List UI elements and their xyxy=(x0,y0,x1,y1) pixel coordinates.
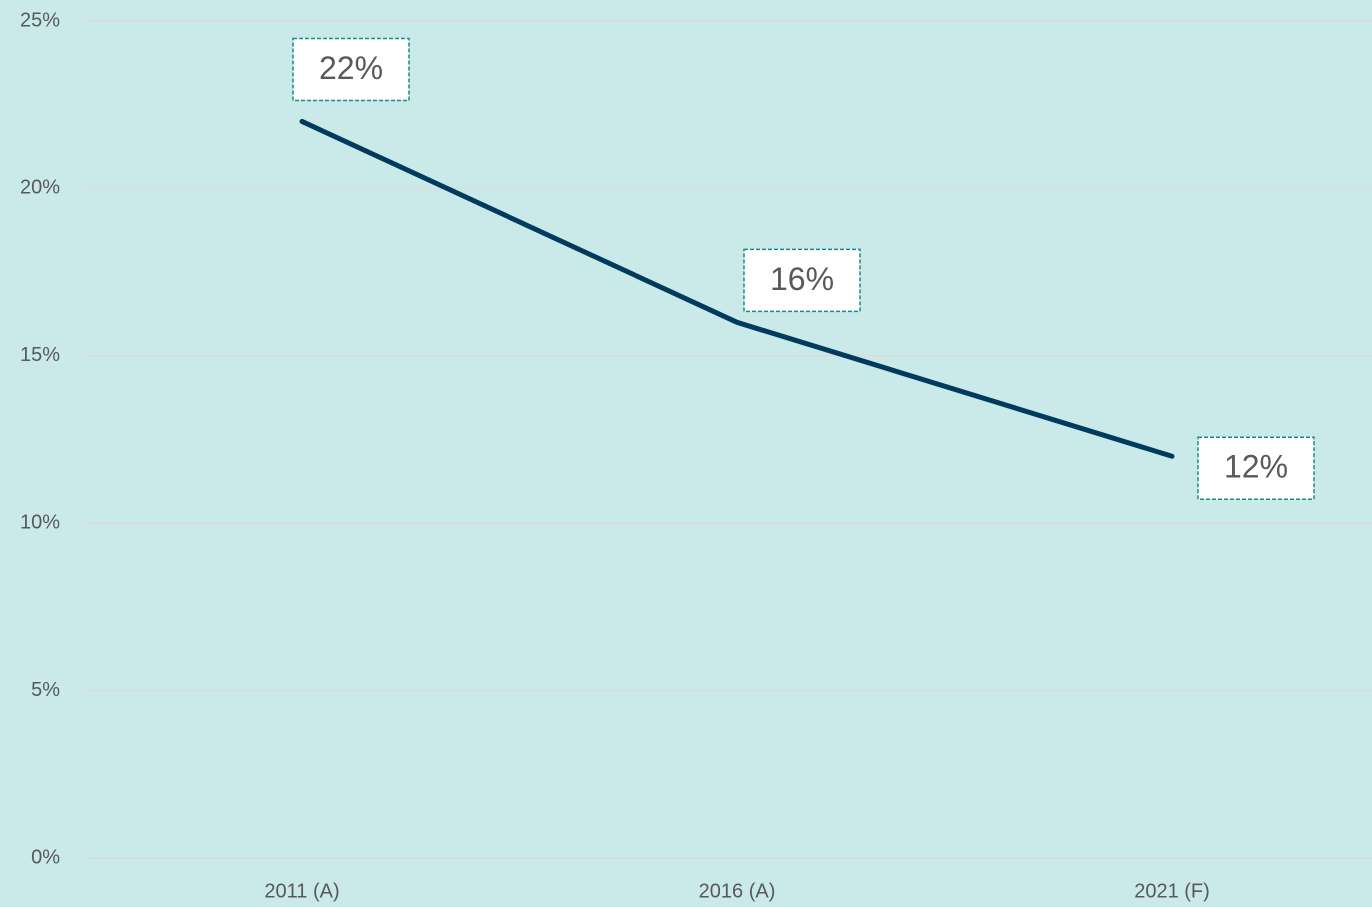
data-label: 22% xyxy=(319,50,383,86)
data-label: 16% xyxy=(770,261,834,297)
y-tick-label: 15% xyxy=(20,344,60,366)
y-tick-label: 10% xyxy=(20,511,60,533)
data-label-box xyxy=(743,248,861,313)
y-tick-label: 20% xyxy=(20,177,60,199)
data-label-box xyxy=(1197,436,1315,500)
x-tick-label: 2011 (A) xyxy=(264,880,339,902)
data-label: 12% xyxy=(1224,449,1288,485)
line xyxy=(299,118,1175,459)
x-tick-label: 2016 (A) xyxy=(699,880,776,902)
x-tick-label: 2021 (F) xyxy=(1134,880,1210,902)
data-label-box xyxy=(292,37,410,102)
y-tick-label: 25% xyxy=(20,9,60,31)
y-tick-label: 5% xyxy=(31,679,60,701)
y-tick-label: 0% xyxy=(31,846,60,868)
